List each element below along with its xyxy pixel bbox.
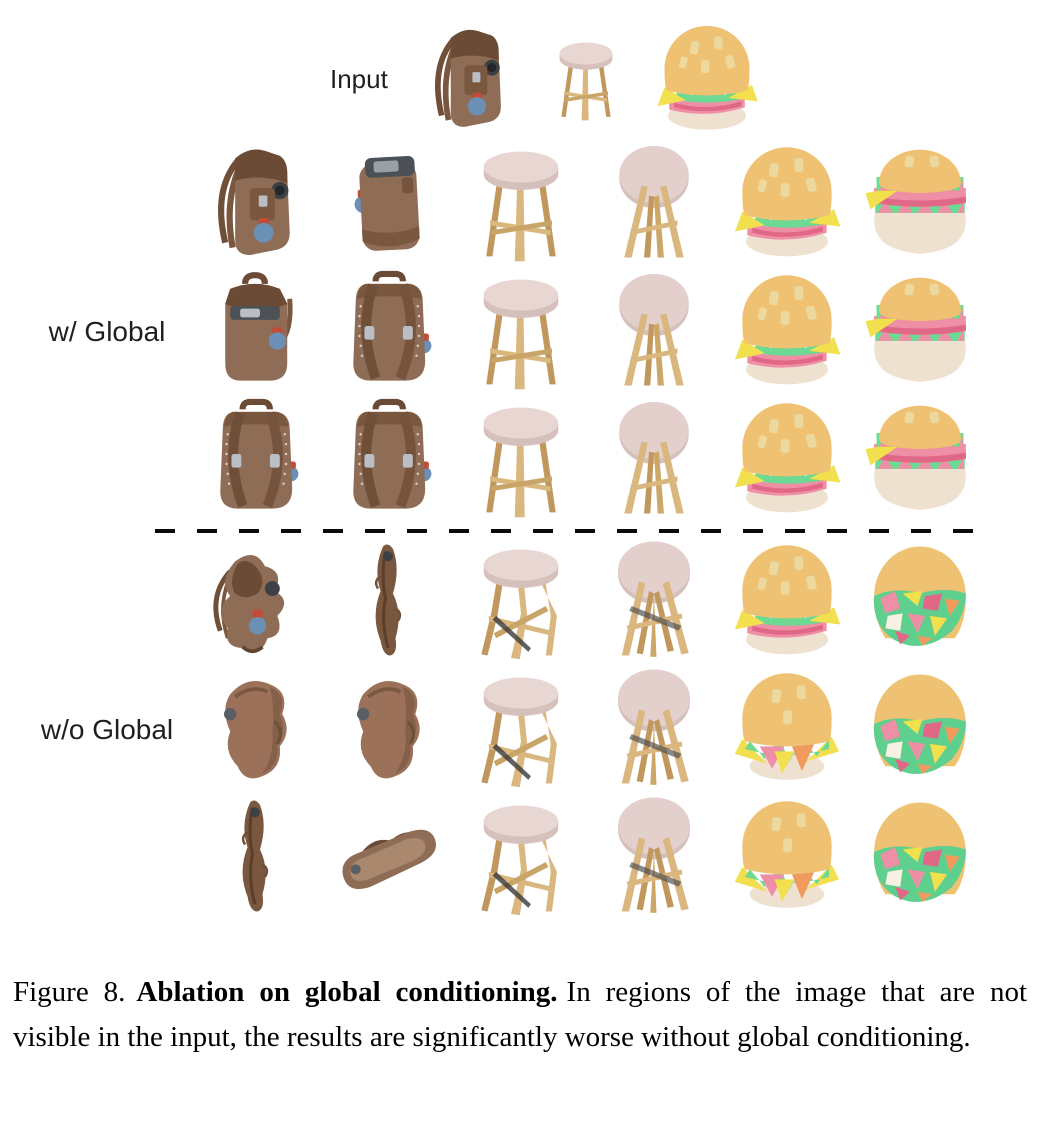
stool-render [458, 794, 584, 920]
burger-render [724, 666, 850, 792]
stool-render [591, 666, 717, 792]
render-row [192, 268, 983, 394]
stool-render [591, 794, 717, 920]
input-row: Input [330, 20, 766, 138]
dashed-separator [155, 529, 987, 533]
burger-render [857, 268, 983, 394]
caption-bold: Ablation on global conditioning. [136, 976, 558, 1008]
with-global-label: w/ Global [48, 316, 166, 347]
render-row [192, 666, 983, 792]
section-with-global: w/ Global [0, 140, 1040, 524]
backpack-render [325, 140, 451, 266]
with-global-grid [192, 140, 983, 524]
stool-render [591, 396, 717, 522]
backpack-render [192, 140, 318, 266]
caption-prefix: Figure 8. [13, 976, 126, 1008]
stool-render [458, 538, 584, 664]
caption-text: In regions of the image that are not vis… [13, 976, 1027, 1053]
burger-render [857, 396, 983, 522]
stool-render [458, 396, 584, 522]
input-backpack-image [412, 22, 526, 136]
figure-caption: Figure 8. Ablation on global conditioning… [13, 970, 1027, 1060]
burger-render [724, 538, 850, 664]
backpack-render [325, 666, 451, 792]
backpack-render [192, 794, 318, 920]
render-row [192, 140, 983, 266]
stool-render [458, 268, 584, 394]
backpack-render [192, 396, 318, 522]
backpack-render [192, 666, 318, 792]
input-stool-image [542, 35, 630, 123]
backpack-render [325, 268, 451, 394]
section-without-global: w/o Global [0, 538, 1040, 922]
input-label: Input [330, 63, 388, 94]
burger-render [857, 140, 983, 266]
burger-render [724, 268, 850, 394]
backpack-render [325, 396, 451, 522]
stool-render [591, 140, 717, 266]
without-global-grid [192, 538, 983, 922]
burger-render [857, 538, 983, 664]
burger-render [857, 794, 983, 920]
burger-render [857, 666, 983, 792]
stool-render [591, 268, 717, 394]
stool-render [591, 538, 717, 664]
backpack-render [192, 538, 318, 664]
render-row [192, 396, 983, 522]
backpack-render [325, 794, 451, 920]
input-burger-image [648, 20, 766, 138]
render-row [192, 794, 983, 920]
stool-render [458, 140, 584, 266]
without-global-label: w/o Global [40, 714, 174, 745]
burger-render [724, 140, 850, 266]
burger-render [724, 396, 850, 522]
render-row [192, 538, 983, 664]
stool-render [458, 666, 584, 792]
burger-render [724, 794, 850, 920]
backpack-render [325, 538, 451, 664]
backpack-render [192, 268, 318, 394]
